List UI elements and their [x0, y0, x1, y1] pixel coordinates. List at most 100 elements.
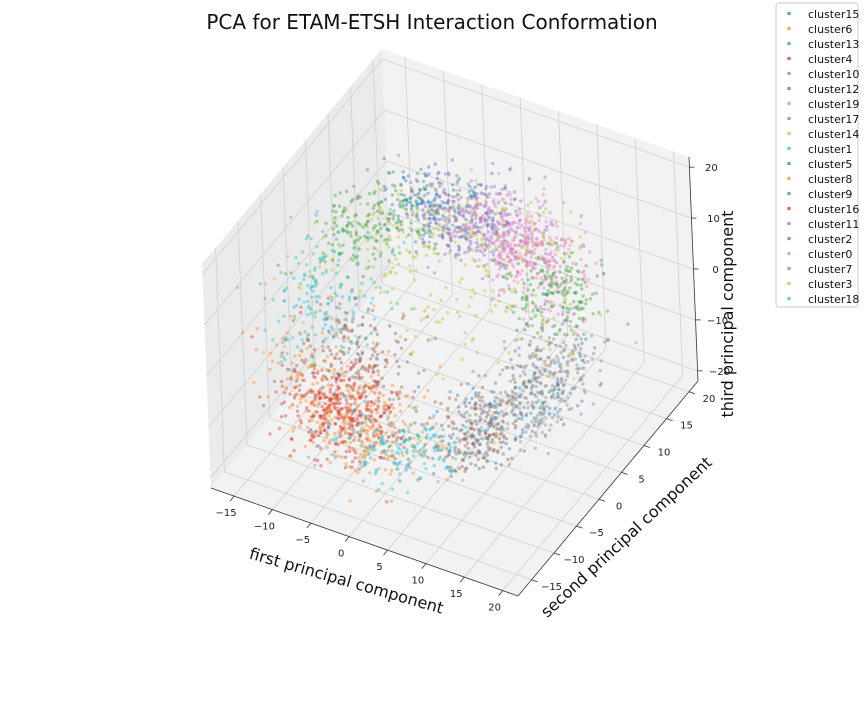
data-point: [480, 408, 485, 412]
data-point: [503, 184, 507, 188]
data-point: [423, 309, 427, 313]
data-point: [444, 285, 448, 290]
data-point: [516, 256, 520, 260]
data-point: [306, 390, 310, 394]
data-point: [582, 269, 586, 273]
data-point: [390, 249, 395, 253]
data-point: [478, 216, 483, 220]
data-point: [328, 387, 333, 391]
data-point: [578, 245, 582, 249]
data-point: [551, 392, 556, 396]
data-point: [458, 451, 462, 455]
data-point: [488, 243, 492, 247]
data-point: [337, 375, 341, 379]
z-grid-line: [202, 58, 690, 275]
data-point: [526, 288, 530, 292]
data-point: [292, 276, 296, 280]
series-cluster3: [285, 188, 603, 446]
data-point: [542, 258, 546, 262]
data-point: [329, 285, 333, 290]
legend-label: cluster13: [808, 38, 859, 51]
data-point: [384, 272, 388, 276]
data-point: [565, 265, 570, 269]
data-point: [364, 223, 368, 227]
data-point: [486, 214, 490, 218]
data-point: [551, 389, 555, 393]
data-point: [498, 191, 502, 196]
data-point: [402, 445, 406, 450]
data-point: [399, 223, 403, 227]
data-point: [375, 229, 379, 233]
data-point: [539, 307, 543, 311]
data-point: [557, 285, 561, 289]
data-point: [324, 407, 328, 412]
data-point: [311, 382, 315, 386]
data-point: [445, 231, 449, 235]
data-point: [492, 258, 497, 263]
data-point: [408, 195, 413, 200]
data-point: [387, 406, 391, 410]
series-cluster19: [458, 186, 638, 345]
data-point: [335, 395, 339, 400]
data-point: [520, 431, 525, 435]
data-point: [432, 446, 436, 450]
data-point: [316, 404, 320, 408]
data-point: [408, 460, 412, 464]
x-grid-line: [348, 97, 530, 537]
data-point: [551, 223, 555, 227]
data-point: [321, 374, 325, 378]
data-point: [275, 343, 279, 347]
data-point: [350, 288, 354, 292]
x-tick: [344, 536, 350, 542]
data-point: [369, 277, 373, 281]
data-point: [454, 427, 459, 431]
data-point: [515, 270, 520, 275]
data-point: [311, 252, 315, 256]
data-point: [295, 409, 300, 413]
data-point: [372, 434, 376, 438]
data-point: [326, 425, 330, 430]
data-point: [528, 283, 532, 287]
data-point: [540, 391, 544, 395]
data-point: [474, 453, 478, 457]
data-point: [404, 207, 408, 211]
data-point: [546, 451, 550, 456]
data-point: [377, 467, 381, 471]
data-point: [371, 236, 376, 240]
data-point: [424, 231, 428, 235]
data-point: [429, 184, 434, 188]
data-point: [300, 394, 304, 399]
data-point: [311, 411, 315, 416]
data-point: [342, 415, 347, 420]
data-point: [448, 449, 452, 454]
data-point: [466, 446, 471, 451]
data-point: [495, 220, 500, 224]
data-point: [457, 245, 461, 249]
legend-marker: [787, 266, 791, 271]
legend-label: cluster4: [808, 53, 852, 66]
data-point: [440, 200, 444, 204]
data-point: [469, 195, 473, 199]
data-point: [274, 390, 278, 394]
data-point: [471, 336, 476, 341]
data-point: [372, 379, 376, 383]
data-point: [330, 243, 334, 247]
data-point: [266, 395, 270, 399]
data-point: [496, 211, 500, 215]
data-point: [502, 275, 507, 279]
data-point: [512, 265, 516, 269]
data-point: [518, 272, 522, 276]
data-point: [521, 389, 526, 393]
data-point: [405, 213, 410, 217]
data-point: [437, 170, 441, 175]
data-point: [451, 468, 455, 473]
data-point: [584, 264, 588, 268]
data-point: [508, 259, 512, 263]
data-point: [493, 232, 497, 237]
data-point: [550, 255, 555, 260]
data-point: [327, 425, 331, 430]
data-point: [328, 403, 332, 407]
data-point: [477, 374, 481, 378]
data-point: [355, 303, 359, 307]
data-point: [577, 316, 582, 321]
